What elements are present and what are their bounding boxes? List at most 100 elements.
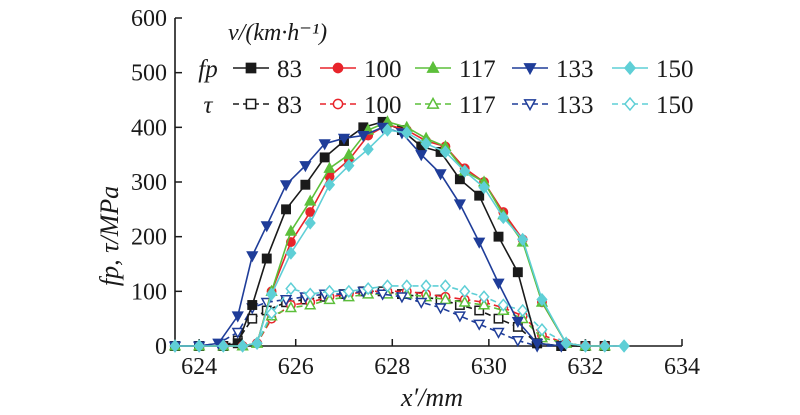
- legend-label: 150: [656, 56, 694, 83]
- data-point: [497, 210, 509, 225]
- data-point: [474, 190, 485, 201]
- data-point: [337, 133, 351, 145]
- legend-label: 133: [556, 56, 594, 83]
- data-point: [477, 298, 491, 310]
- data-point: [453, 311, 466, 323]
- data-point: [236, 339, 249, 353]
- legend-item: 117: [415, 92, 496, 119]
- data-point: [434, 169, 447, 181]
- data-point: [169, 339, 181, 353]
- legend-label: 117: [459, 92, 496, 119]
- data-point: [281, 204, 292, 215]
- data-point: [245, 62, 257, 74]
- legend-group-label: τ: [204, 92, 214, 119]
- data-point: [305, 207, 316, 218]
- data-point: [343, 284, 355, 298]
- y-tick-label: 500: [131, 61, 167, 87]
- data-point: [623, 60, 637, 76]
- data-point: [318, 139, 331, 151]
- data-point: [323, 292, 336, 305]
- legend-label: 100: [364, 56, 402, 83]
- series-line: [175, 290, 562, 347]
- data-point: [439, 279, 452, 293]
- legend-item: 100: [320, 56, 402, 83]
- y-tick-label: 400: [131, 115, 167, 141]
- data-point: [376, 289, 389, 301]
- data-point: [304, 216, 316, 230]
- legend-label: 133: [556, 92, 594, 119]
- data-point: [599, 339, 611, 353]
- data-point: [381, 279, 394, 293]
- series-fp-150: [169, 123, 630, 353]
- data-point: [304, 298, 317, 310]
- data-point: [458, 295, 471, 307]
- data-point: [478, 180, 490, 195]
- data-point: [492, 278, 505, 290]
- data-point: [279, 180, 293, 192]
- data-point: [231, 311, 244, 323]
- data-point: [247, 300, 258, 310]
- data-point: [478, 290, 490, 304]
- y-tick-label: 0: [155, 334, 167, 360]
- data-point: [560, 336, 572, 350]
- legend-item: 133: [512, 92, 594, 119]
- data-point: [536, 292, 548, 307]
- data-point: [497, 298, 509, 312]
- data-point: [245, 98, 257, 110]
- series-fp-133: [168, 122, 568, 353]
- x-axis-label: x′/mm: [400, 383, 463, 412]
- data-point: [323, 178, 336, 192]
- data-point: [459, 284, 471, 298]
- data-point: [474, 305, 485, 316]
- legend-item: 83: [233, 92, 302, 119]
- data-point: [473, 237, 486, 249]
- x-tick-label: 624: [181, 354, 217, 380]
- y-tick-label: 200: [131, 225, 167, 251]
- data-point: [426, 60, 440, 73]
- data-point: [285, 281, 297, 296]
- data-point: [512, 267, 523, 278]
- data-point: [261, 253, 272, 264]
- data-point: [260, 221, 273, 233]
- legend-label: 83: [277, 92, 302, 119]
- data-point: [193, 339, 205, 353]
- data-point: [454, 174, 465, 185]
- x-tick-label: 632: [567, 354, 603, 380]
- data-point: [362, 142, 374, 156]
- legend-label: 100: [364, 92, 402, 119]
- data-point: [531, 338, 544, 350]
- data-point: [493, 313, 504, 324]
- series-line: [175, 285, 625, 347]
- data-point: [381, 123, 394, 137]
- data-point: [265, 306, 278, 320]
- x-tick-label: 626: [278, 354, 314, 380]
- legend-group-label: fp: [198, 56, 217, 83]
- data-point: [415, 150, 428, 162]
- data-point: [523, 63, 537, 76]
- y-tick-label: 600: [131, 6, 167, 32]
- data-point: [401, 126, 413, 140]
- data-point: [246, 251, 259, 263]
- data-point: [342, 148, 355, 160]
- data-point: [536, 322, 548, 337]
- legend-item: 100: [320, 92, 402, 119]
- data-point: [319, 152, 330, 163]
- legend-label: 83: [277, 56, 302, 83]
- data-point: [579, 339, 592, 353]
- legend-label: 117: [459, 56, 496, 83]
- data-point: [343, 158, 355, 173]
- plot-series: [168, 115, 630, 353]
- data-point: [511, 336, 524, 348]
- data-point: [357, 131, 370, 143]
- data-point: [362, 281, 374, 296]
- data-point: [332, 62, 344, 74]
- data-point: [401, 279, 413, 293]
- y-tick-label: 300: [131, 170, 167, 196]
- data-point: [420, 279, 432, 293]
- legend-label: 150: [656, 92, 694, 119]
- data-point: [247, 313, 258, 324]
- data-point: [332, 98, 344, 110]
- data-point: [284, 301, 297, 313]
- data-point: [304, 287, 316, 301]
